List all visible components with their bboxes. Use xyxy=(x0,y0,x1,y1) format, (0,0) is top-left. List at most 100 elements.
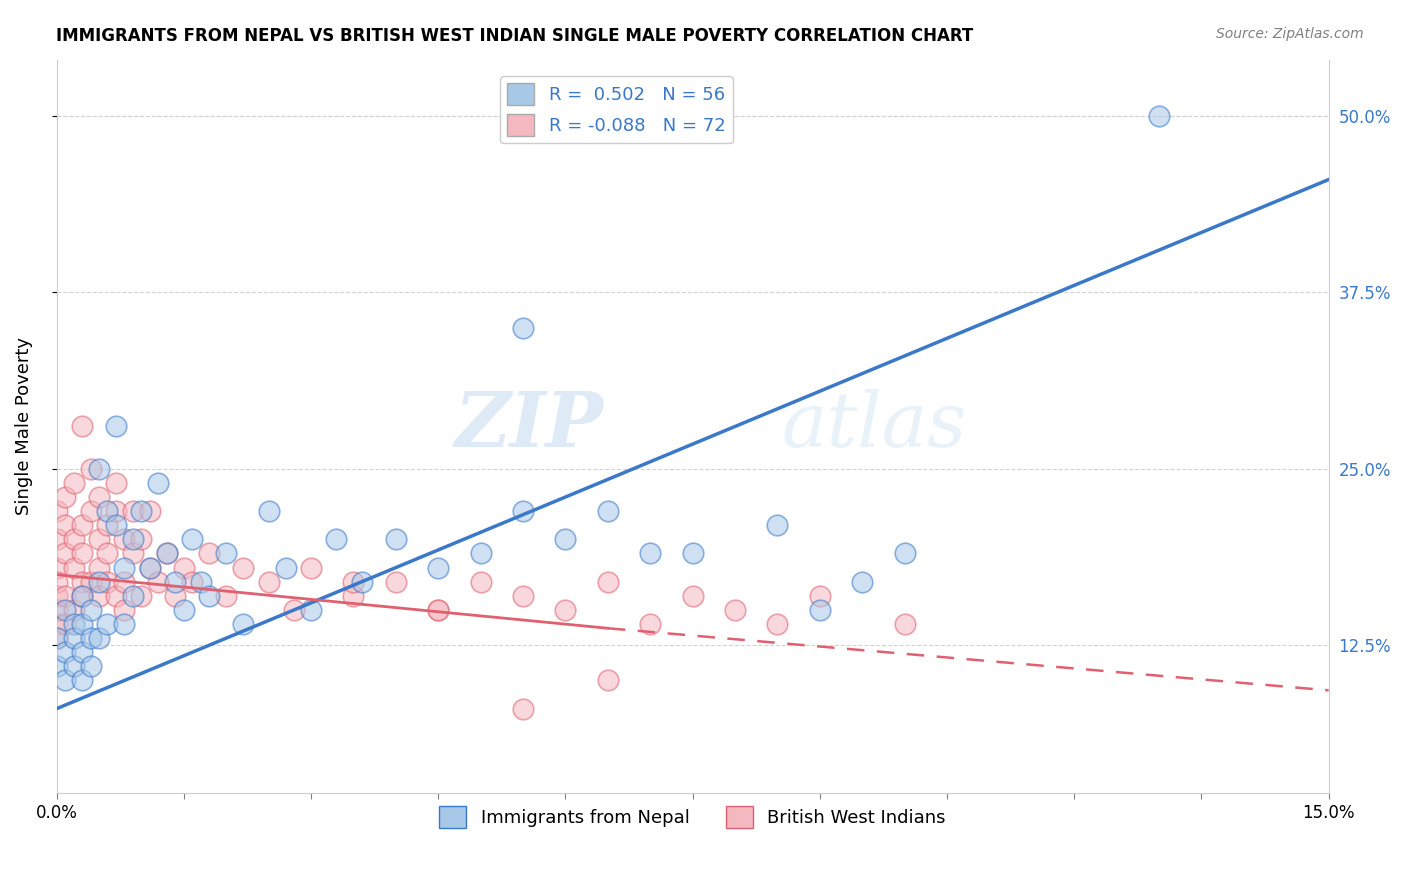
Point xyxy=(45,659,67,673)
Point xyxy=(638,617,661,632)
Point xyxy=(173,560,195,574)
Point xyxy=(470,546,492,560)
Point xyxy=(87,589,110,603)
Point xyxy=(181,533,204,547)
Point xyxy=(62,659,84,673)
Point xyxy=(554,533,576,547)
Point xyxy=(596,673,619,688)
Text: ZIP: ZIP xyxy=(454,390,603,464)
Point xyxy=(808,603,831,617)
Point xyxy=(87,574,110,589)
Point xyxy=(512,320,534,334)
Point xyxy=(682,546,704,560)
Point xyxy=(427,603,450,617)
Point xyxy=(70,645,93,659)
Point xyxy=(96,546,118,560)
Point xyxy=(131,533,153,547)
Y-axis label: Single Male Poverty: Single Male Poverty xyxy=(15,337,32,516)
Point xyxy=(70,546,93,560)
Point xyxy=(724,603,747,617)
Point xyxy=(139,504,162,518)
Point xyxy=(79,504,101,518)
Point xyxy=(53,617,76,632)
Point xyxy=(299,560,322,574)
Point xyxy=(299,603,322,617)
Point xyxy=(70,518,93,533)
Point xyxy=(62,631,84,645)
Point xyxy=(596,504,619,518)
Point xyxy=(596,574,619,589)
Point xyxy=(139,560,162,574)
Point xyxy=(122,504,145,518)
Point xyxy=(766,617,789,632)
Point xyxy=(87,631,110,645)
Point xyxy=(79,574,101,589)
Point xyxy=(156,546,179,560)
Point xyxy=(62,533,84,547)
Point xyxy=(283,603,305,617)
Point xyxy=(79,603,101,617)
Point xyxy=(512,589,534,603)
Point xyxy=(851,574,873,589)
Point xyxy=(257,504,280,518)
Point xyxy=(62,475,84,490)
Point xyxy=(70,589,93,603)
Legend: Immigrants from Nepal, British West Indians: Immigrants from Nepal, British West Indi… xyxy=(432,799,953,836)
Point xyxy=(148,475,170,490)
Point xyxy=(325,533,347,547)
Point xyxy=(181,574,204,589)
Point xyxy=(893,617,915,632)
Point xyxy=(96,574,118,589)
Point xyxy=(70,419,93,434)
Point xyxy=(385,533,408,547)
Point xyxy=(96,617,118,632)
Point xyxy=(554,603,576,617)
Point xyxy=(122,546,145,560)
Point xyxy=(53,490,76,504)
Point xyxy=(62,617,84,632)
Point xyxy=(45,504,67,518)
Point xyxy=(512,701,534,715)
Point xyxy=(215,589,238,603)
Point xyxy=(122,533,145,547)
Point xyxy=(139,560,162,574)
Point xyxy=(808,589,831,603)
Point xyxy=(96,518,118,533)
Point xyxy=(342,574,364,589)
Point xyxy=(122,589,145,603)
Point xyxy=(638,546,661,560)
Point xyxy=(274,560,297,574)
Point xyxy=(45,533,67,547)
Point xyxy=(682,589,704,603)
Point xyxy=(70,673,93,688)
Point xyxy=(53,645,76,659)
Point xyxy=(190,574,212,589)
Point xyxy=(53,589,76,603)
Point xyxy=(104,475,127,490)
Point xyxy=(165,574,187,589)
Point xyxy=(45,603,67,617)
Point xyxy=(148,574,170,589)
Point xyxy=(45,631,67,645)
Point xyxy=(114,603,136,617)
Text: IMMIGRANTS FROM NEPAL VS BRITISH WEST INDIAN SINGLE MALE POVERTY CORRELATION CHA: IMMIGRANTS FROM NEPAL VS BRITISH WEST IN… xyxy=(56,27,973,45)
Point xyxy=(232,617,254,632)
Point xyxy=(215,546,238,560)
Point xyxy=(470,574,492,589)
Point xyxy=(427,560,450,574)
Point xyxy=(53,603,76,617)
Point xyxy=(427,603,450,617)
Point xyxy=(53,546,76,560)
Point xyxy=(62,603,84,617)
Point xyxy=(1147,109,1170,123)
Point xyxy=(156,546,179,560)
Point xyxy=(512,504,534,518)
Point xyxy=(104,589,127,603)
Point xyxy=(96,504,118,518)
Point xyxy=(114,533,136,547)
Point xyxy=(257,574,280,589)
Point xyxy=(45,631,67,645)
Point xyxy=(198,589,221,603)
Point xyxy=(766,518,789,533)
Point xyxy=(79,462,101,476)
